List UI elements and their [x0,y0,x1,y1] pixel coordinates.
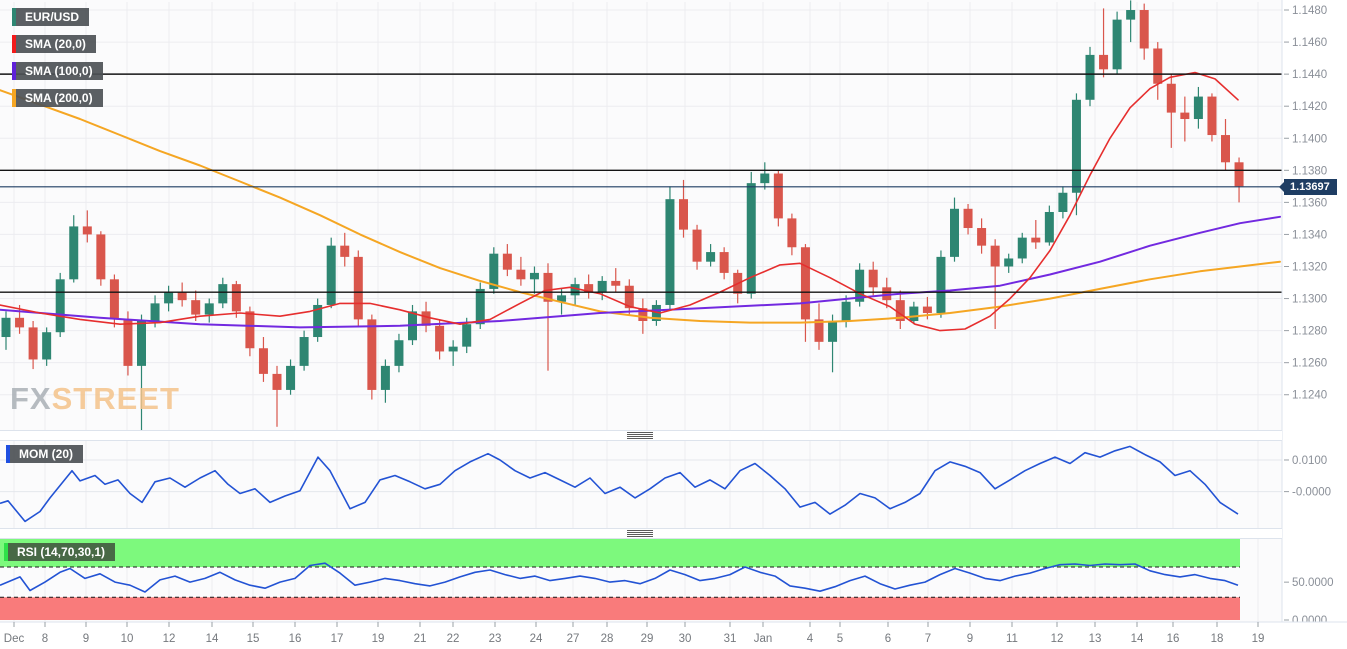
main-panel-bg [0,0,1282,430]
svg-text:1.1440: 1.1440 [1292,69,1327,81]
watermark-fx: FX [10,381,52,416]
sma100-color-marker [12,62,16,80]
svg-text:10: 10 [121,633,134,645]
svg-text:9: 9 [967,633,973,645]
svg-text:1.1260: 1.1260 [1292,358,1327,370]
drag-handle-icon[interactable] [627,530,653,537]
candles-series [1,0,1244,430]
mom-label: MOM (20) [19,447,73,461]
svg-text:1.1380: 1.1380 [1292,165,1327,177]
sma200-color-marker [12,89,16,107]
svg-text:31: 31 [724,633,737,645]
drag-handle-icon[interactable] [627,432,653,439]
svg-text:4: 4 [807,633,814,645]
sma-line-1000 [0,215,1281,329]
svg-text:1.1420: 1.1420 [1292,101,1327,113]
rsi-label: RSI (14,70,30,1) [17,545,106,559]
svg-text:1.1340: 1.1340 [1292,229,1327,241]
symbol-color-marker [12,8,16,26]
svg-text:19: 19 [1252,633,1265,645]
svg-text:16: 16 [1167,633,1180,645]
date-axis-labels: Dec 8 9 10 12 14 15 16 17 19 21 22 23 24 27 28 29 30 31 Jan… [4,622,1265,645]
svg-text:13: 13 [1089,633,1102,645]
date-axis-bg [0,622,1347,649]
legend-sma200[interactable]: SMA (200,0) [12,89,103,107]
main-legend: EUR/USD SMA (20,0) SMA (100,0) SMA (200,… [12,8,103,116]
legend-sma20[interactable]: SMA (20,0) [12,35,96,53]
panel-separator-main-mom [0,430,1282,441]
mom-axis-labels: 0.0100 -0.0000 [1284,455,1331,499]
svg-text:21: 21 [414,633,427,645]
legend-rsi[interactable]: RSI (14,70,30,1) [4,543,116,561]
svg-text:23: 23 [489,633,502,645]
sma20-label: SMA (20,0) [25,37,86,51]
svg-text:17: 17 [331,633,344,645]
svg-text:15: 15 [247,633,260,645]
symbol-label: EUR/USD [25,10,80,24]
svg-text:24: 24 [530,633,543,645]
svg-text:16: 16 [289,633,302,645]
svg-text:22: 22 [447,633,460,645]
sma200-label: SMA (200,0) [25,91,93,105]
rsi-oversold-band [0,597,1240,620]
svg-text:1.1240: 1.1240 [1292,390,1327,402]
legend-sma100[interactable]: SMA (100,0) [12,62,103,80]
mom-color-marker [6,445,10,463]
svg-text:14: 14 [1131,633,1144,645]
rsi-line [0,562,1239,593]
svg-text:27: 27 [567,633,580,645]
fxstreet-watermark: FXSTREET [10,381,180,417]
watermark-street: STREET [51,381,180,416]
legend-symbol-eurusd[interactable]: EUR/USD [12,8,90,26]
panel-separator-mom-rsi [0,528,1282,539]
svg-text:14: 14 [206,633,219,645]
svg-text:1.1460: 1.1460 [1292,37,1327,49]
current-price-badge: 1.13697 [1279,179,1337,195]
svg-text:0.0100: 0.0100 [1292,455,1327,467]
svg-text:1.1480: 1.1480 [1292,5,1327,17]
svg-text:8: 8 [42,633,48,645]
sma20-color-marker [12,35,16,53]
svg-text:6: 6 [885,633,891,645]
svg-text:11: 11 [1006,633,1018,645]
svg-text:9: 9 [83,633,89,645]
svg-text:50.0000: 50.0000 [1292,577,1334,589]
rsi-color-marker [4,543,8,561]
svg-text:29: 29 [641,633,654,645]
price-axis-labels: 1.1480 1.1460 1.1440 1.1420 1.1400 1.1380 1.13… [1284,5,1327,402]
sma-line-2000 [0,89,1281,324]
svg-text:7: 7 [925,633,931,645]
svg-text:Jan: Jan [754,633,773,645]
svg-text:30: 30 [679,633,692,645]
legend-mom[interactable]: MOM (20) [6,445,83,463]
svg-text:18: 18 [1211,633,1224,645]
svg-text:5: 5 [837,633,843,645]
rsi-overbought-band [0,539,1240,568]
svg-text:1.1320: 1.1320 [1292,261,1327,273]
svg-text:12: 12 [163,633,176,645]
svg-text:Dec: Dec [4,633,25,645]
mom-line [0,445,1239,523]
mom-panel-bg [0,441,1282,528]
svg-text:1.1400: 1.1400 [1292,133,1327,145]
svg-text:19: 19 [372,633,385,645]
right-axis-bg [1282,0,1347,649]
svg-text:28: 28 [601,633,614,645]
svg-text:1.1360: 1.1360 [1292,197,1327,209]
sma100-label: SMA (100,0) [25,64,93,78]
svg-text:12: 12 [1051,633,1064,645]
svg-text:1.1280: 1.1280 [1292,326,1327,338]
svg-text:-0.0000: -0.0000 [1292,487,1331,499]
svg-text:1.1300: 1.1300 [1292,294,1327,306]
